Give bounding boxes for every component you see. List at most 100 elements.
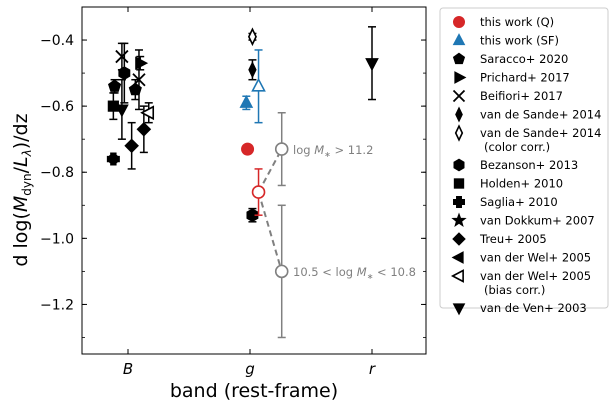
data-point <box>115 78 129 140</box>
x-tick-label: B <box>123 360 133 378</box>
triangle-right-marker <box>135 56 149 71</box>
legend: this work (Q) this work (SF) Saracco+ 2020… <box>439 7 609 316</box>
data-point <box>251 49 266 124</box>
data-point <box>140 102 155 124</box>
legend-entry: Beifiori+ 2017 <box>452 89 563 103</box>
circle-marker <box>274 142 289 156</box>
data-point <box>247 27 257 47</box>
dashed-connectors <box>257 148 283 272</box>
data-point <box>251 168 266 216</box>
legend-label: van der Wel+ 2005 <box>480 251 591 265</box>
plus-marker <box>106 152 120 166</box>
plus-marker <box>453 196 465 208</box>
data-point <box>115 42 129 71</box>
legend-entry: Treu+ 2005 <box>452 232 547 246</box>
data-point <box>124 121 139 170</box>
legend-label: van de Sande+ 2014 <box>480 108 601 122</box>
diamond-marker <box>136 121 152 137</box>
data-point <box>246 207 259 223</box>
triangle-down-marker <box>115 104 129 118</box>
data-point <box>274 112 289 187</box>
triangle-left-marker <box>450 269 464 283</box>
legend-entry: van der Wel+ 2005 <box>451 251 591 265</box>
x-axis-label: band (rest-frame) <box>170 380 338 402</box>
triangle-right-marker <box>454 71 467 84</box>
triangle-down-marker <box>365 58 379 72</box>
data-points <box>106 26 379 339</box>
triangle-up-marker <box>452 33 466 46</box>
legend-label: van der Wel+ 2005 <box>480 269 591 283</box>
legend-label: van de Sande+ 2014 <box>480 126 601 140</box>
triangle-left-marker <box>140 105 155 121</box>
data-point <box>128 78 142 101</box>
y-axis-label-m: M <box>10 196 32 212</box>
y-axis-label-l: L <box>10 156 32 167</box>
y-tick-label: −0.8 <box>40 165 74 181</box>
data-point <box>106 152 120 166</box>
y-axis-label-prefix: d log( <box>10 212 32 266</box>
data-point <box>108 78 122 94</box>
legend-label: this work (Q) <box>480 15 554 29</box>
thin-diamond-marker <box>455 106 463 123</box>
svg-text:d log(Mdyn/Lλ)/dz: d log(Mdyn/Lλ)/dz <box>10 113 34 266</box>
legend-entry: Saglia+ 2010 <box>453 195 558 209</box>
y-axis-label-sub-lambda: λ <box>20 149 34 157</box>
triangle-up-marker <box>251 77 266 92</box>
x-marker <box>452 89 466 103</box>
legend-label: Holden+ 2010 <box>480 177 563 191</box>
legend-entry: van der Wel+ 2005(bias corr.) <box>450 269 591 297</box>
annotation-low-mass: 10.5 < log M∗ < 10.8 <box>293 265 416 281</box>
diamond-marker <box>452 232 466 246</box>
data-point <box>241 142 255 156</box>
legend-label: Treu+ 2005 <box>479 232 547 246</box>
y-axis-label-slash: / <box>10 166 32 173</box>
legend-label: Saglia+ 2010 <box>480 195 558 209</box>
y-axis-label: d log(Mdyn/Lλ)/dz <box>10 113 34 266</box>
legend-label: Bezanson+ 2013 <box>480 158 578 172</box>
annotation-high-mass: log M∗ > 11.2 <box>293 143 373 159</box>
y-tick-label: −0.6 <box>40 99 74 115</box>
triangle-up-marker <box>239 94 254 108</box>
thin-diamond-marker <box>248 61 257 79</box>
circle-marker <box>241 142 255 156</box>
circle-marker <box>274 264 289 279</box>
legend-entry: van Dokkum+ 2007 <box>451 212 595 228</box>
hexagon-marker <box>453 158 465 172</box>
y-axis-label-suffix: )/dz <box>10 113 32 149</box>
legend-entry: Holden+ 2010 <box>453 177 563 191</box>
y-axis-ticks: −0.4 −0.6 −0.8 −1.0 −1.2 <box>40 33 426 338</box>
annotations: log M∗ > 11.2 10.5 < log M∗ < 10.8 <box>293 143 416 281</box>
pentagon-marker <box>452 52 466 65</box>
circle-marker <box>251 185 266 199</box>
data-point <box>274 204 289 339</box>
hexagon-marker <box>118 66 131 80</box>
legend-label-secondary: (bias corr.) <box>484 283 545 297</box>
data-point <box>239 94 254 111</box>
data-point <box>136 105 152 154</box>
legend-label: this work (SF) <box>480 34 559 48</box>
dashed-connector <box>257 191 283 272</box>
legend-entry: Bezanson+ 2013 <box>453 158 578 172</box>
legend-label: Prichard+ 2017 <box>480 71 570 85</box>
legend-label: Saracco+ 2020 <box>480 52 568 66</box>
legend-entry: Saracco+ 2020 <box>452 52 568 66</box>
legend-entry: van de Ven+ 2003 <box>452 301 587 316</box>
y-tick-label: −1.0 <box>40 231 74 247</box>
legend-label: van Dokkum+ 2007 <box>480 214 595 228</box>
pentagon-marker <box>108 79 122 92</box>
thin-diamond-marker <box>454 124 464 142</box>
legend-entry: this work (Q) <box>453 15 554 29</box>
circle-marker <box>453 16 465 28</box>
legend-frame <box>439 7 609 309</box>
pentagon-marker <box>128 82 142 96</box>
data-point <box>118 42 131 104</box>
y-axis-label-sub-dyn: dyn <box>20 173 34 195</box>
dashed-connector <box>257 148 283 193</box>
y-tick-label: −0.4 <box>40 33 74 49</box>
x-tick-label: r <box>369 360 376 378</box>
data-point <box>248 59 257 81</box>
diamond-marker <box>124 138 139 154</box>
legend-entry: Prichard+ 2017 <box>454 71 570 85</box>
data-point <box>135 55 149 71</box>
